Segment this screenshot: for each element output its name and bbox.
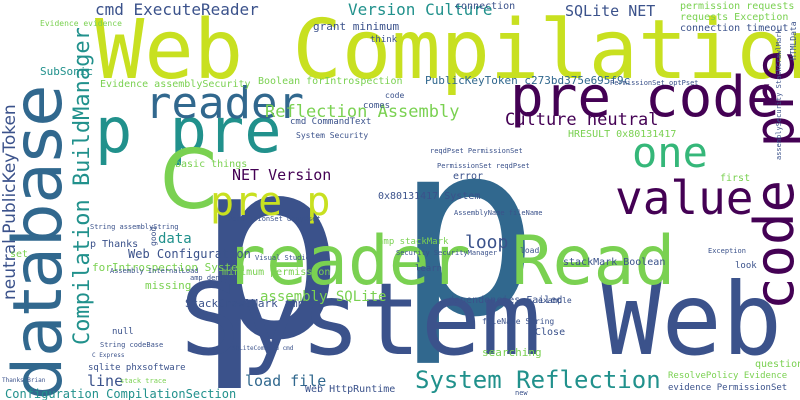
word: forIntrospection System bbox=[92, 261, 245, 274]
word: PermissionSet reqdPset bbox=[437, 162, 530, 170]
word: first bbox=[720, 173, 751, 184]
word: PublicKeyToken c273bd375e695f9c bbox=[425, 74, 631, 87]
word: PermissionSet optPset bbox=[610, 79, 699, 87]
word: neutral PublicKeyToken bbox=[0, 104, 20, 300]
word: Evidence assemblySecurity bbox=[100, 79, 251, 90]
word: reqdPset PermissionSet bbox=[430, 147, 523, 155]
word: Configuration CompilationSection bbox=[5, 387, 237, 400]
word: Reflection Assembly bbox=[265, 102, 460, 122]
word: AssemblyName fileName bbox=[454, 209, 543, 217]
word: Web Compilation bbox=[95, 3, 800, 98]
word: basic things bbox=[175, 159, 248, 170]
word: evidence PermissionSet bbox=[668, 383, 788, 393]
word: searching bbox=[482, 346, 542, 359]
word: pre code bbox=[510, 65, 780, 130]
word: permission requests bbox=[680, 1, 795, 12]
word: SubSonic bbox=[40, 65, 93, 78]
word: Culture neutral bbox=[505, 110, 659, 130]
word: data bbox=[158, 231, 192, 247]
word: System Web bbox=[180, 261, 783, 378]
word: minimum permission bbox=[222, 267, 331, 278]
word: look bbox=[735, 261, 757, 271]
word: reader bbox=[145, 78, 304, 129]
word: stack trace bbox=[120, 377, 167, 385]
word: reader Read bbox=[225, 222, 676, 301]
word: HRESULT 0x80131417 bbox=[568, 129, 677, 140]
word: null bbox=[112, 327, 134, 337]
word: amp denied bbox=[190, 274, 233, 282]
word: line bbox=[87, 372, 124, 390]
word: load bbox=[520, 246, 540, 255]
word: load file bbox=[245, 372, 327, 390]
word: Exception bbox=[708, 247, 746, 255]
word: Boolean forIntrospection bbox=[258, 76, 403, 87]
word-p-large: p bbox=[195, 104, 346, 395]
word: Visual Studio bbox=[255, 254, 310, 262]
word: code bbox=[385, 91, 405, 100]
word: requests Exception bbox=[680, 12, 789, 23]
word: Version Culture bbox=[348, 0, 493, 19]
word: SQLite NET bbox=[565, 2, 656, 20]
word: Close bbox=[535, 327, 566, 338]
word: C bbox=[160, 133, 218, 228]
word: example bbox=[538, 296, 572, 305]
word: comes bbox=[363, 101, 391, 111]
word: Assembly InternalLoad bbox=[110, 267, 199, 275]
word: Evidence evidence bbox=[40, 19, 122, 28]
word: HTMLData bbox=[789, 21, 798, 60]
word-p-large: p bbox=[395, 90, 540, 370]
word: 0x80131417 System bbox=[378, 191, 481, 202]
word: error bbox=[453, 171, 484, 182]
word: NET Version bbox=[232, 166, 332, 184]
word: cmd CommandText bbox=[290, 117, 372, 127]
word: new bbox=[515, 389, 528, 397]
word: C Express bbox=[92, 352, 125, 359]
word: pre p bbox=[210, 179, 331, 225]
word: good bbox=[149, 226, 158, 246]
word: sqlite phxsoftware bbox=[88, 363, 186, 373]
word: System Security bbox=[296, 131, 369, 140]
word: fileName String bbox=[482, 317, 555, 326]
word: dependencies Failed bbox=[448, 295, 563, 306]
word: Web Configuration bbox=[128, 247, 251, 261]
word: p pre bbox=[95, 94, 282, 167]
word: connection timeout bbox=[680, 23, 789, 34]
word: grant minimum bbox=[313, 20, 400, 33]
word: System Reflection bbox=[415, 366, 661, 394]
word: amp stackMark bbox=[378, 237, 449, 247]
word: cmd ExecuteReader bbox=[95, 0, 259, 19]
word: assemblySecurity StackCrawlMark bbox=[775, 29, 783, 160]
word: StackCrawlMark amp bbox=[185, 297, 305, 310]
word: loop bbox=[465, 232, 509, 253]
word: ResolvePolicy Evidence bbox=[668, 371, 788, 381]
word: stackMark Boolean bbox=[563, 257, 666, 268]
word: missing bbox=[145, 279, 192, 292]
word: Security SecurityManager bbox=[396, 249, 498, 257]
word: think bbox=[370, 35, 398, 45]
word: assembly SQLite bbox=[260, 289, 387, 305]
word: Thanks Brian bbox=[2, 377, 46, 384]
word: p Thanks bbox=[90, 239, 139, 250]
word: learn bbox=[415, 264, 443, 274]
word: set bbox=[10, 249, 29, 260]
word: value bbox=[615, 171, 754, 225]
word: SQLiteCommand cmd bbox=[232, 345, 294, 352]
word: PermissionSet denyPset bbox=[228, 215, 321, 223]
word: one bbox=[632, 128, 708, 177]
word: connection bbox=[455, 1, 516, 12]
word: String codeBase bbox=[100, 341, 164, 349]
word: question bbox=[755, 359, 800, 370]
word: String assemblyString bbox=[90, 223, 179, 231]
word: Web HttpRuntime bbox=[305, 384, 396, 395]
